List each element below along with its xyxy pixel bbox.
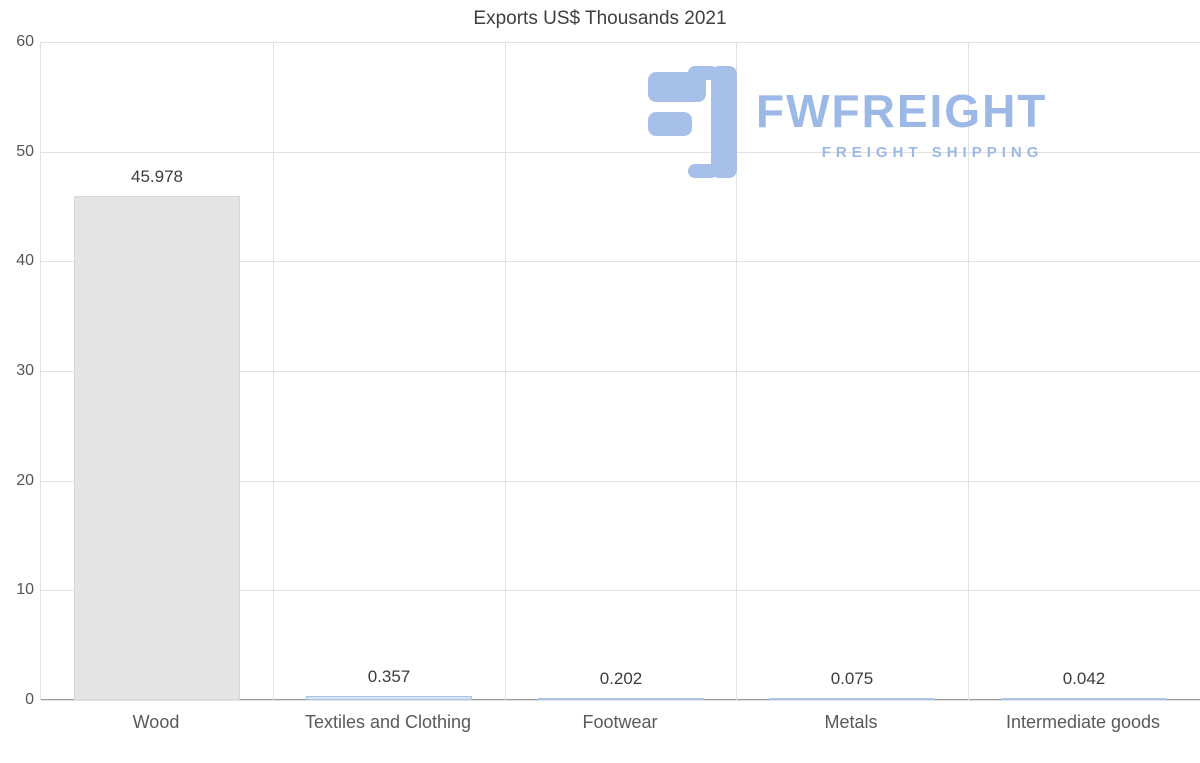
- gridline-horizontal: [41, 42, 1200, 43]
- gridline-horizontal: [41, 480, 1200, 482]
- gridline-vertical: [736, 42, 737, 700]
- gridline-vertical: [968, 42, 969, 700]
- gridline-horizontal: [41, 700, 1200, 701]
- category-label: Wood: [132, 712, 180, 732]
- bar: [74, 195, 240, 700]
- chart-title: Exports US$ Thousands 2021: [473, 8, 727, 29]
- bar-value-label: 0.075: [830, 669, 874, 688]
- bar-value-label: 0.042: [1062, 669, 1106, 688]
- logo-f-icon: [648, 66, 737, 178]
- y-tick-label: 60: [16, 33, 34, 50]
- bar-value-label: 45.978: [131, 166, 183, 186]
- plot-area: 45.978 0.357 0.202 0.075 0.042: [40, 42, 1200, 701]
- y-tick-label: 50: [16, 142, 34, 160]
- gridline-horizontal: [41, 151, 1200, 153]
- gridline-vertical: [273, 42, 274, 700]
- y-tick-label: 30: [16, 362, 34, 379]
- bar: [769, 698, 935, 700]
- bar-value-label: 0.202: [599, 668, 643, 688]
- logo-text-block: FWFREIGHT FREIGHT SHIPPING: [756, 66, 1047, 161]
- bar: [1001, 698, 1167, 700]
- category-label: Intermediate goods: [1005, 712, 1161, 732]
- y-tick-label: 0: [25, 691, 34, 708]
- y-tick-label: 40: [16, 252, 34, 270]
- y-tick-label: 20: [16, 471, 34, 489]
- bar: [306, 696, 472, 700]
- category-label: Footwear: [582, 712, 658, 732]
- gridline-horizontal: [41, 371, 1200, 372]
- gridline-horizontal: [41, 261, 1200, 263]
- y-tick-label: 10: [16, 581, 34, 599]
- logo-name: FWFREIGHT: [756, 85, 1048, 137]
- bar-value-label: 0.357: [367, 667, 411, 687]
- category-label: Textiles and Clothing: [304, 712, 472, 732]
- gridline-vertical: [505, 42, 506, 700]
- logo-tagline: FREIGHT SHIPPING: [821, 144, 1044, 161]
- bar: [538, 697, 704, 700]
- category-label: Metals: [824, 712, 878, 732]
- gridline-horizontal: [41, 590, 1200, 592]
- brand-logo: FWFREIGHT FREIGHT SHIPPING: [648, 66, 1047, 184]
